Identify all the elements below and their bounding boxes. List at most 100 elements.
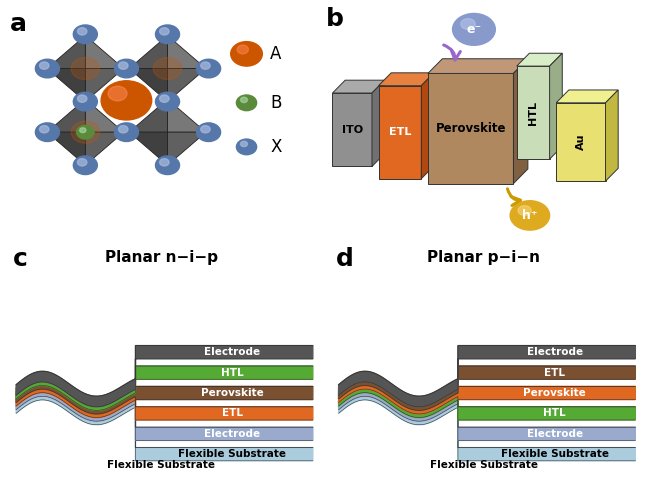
Polygon shape <box>421 73 434 179</box>
Circle shape <box>159 95 169 102</box>
Text: ETL: ETL <box>222 408 243 419</box>
Polygon shape <box>16 379 313 414</box>
Circle shape <box>518 205 531 216</box>
Polygon shape <box>550 53 562 159</box>
Text: Electrode: Electrode <box>204 347 261 357</box>
Polygon shape <box>168 69 206 102</box>
Text: b: b <box>326 7 344 31</box>
Text: B: B <box>270 94 282 112</box>
Polygon shape <box>333 80 384 93</box>
Polygon shape <box>517 53 562 66</box>
Circle shape <box>159 158 169 166</box>
Text: Perovskite: Perovskite <box>201 388 264 398</box>
Circle shape <box>237 139 257 155</box>
Polygon shape <box>379 73 434 85</box>
Polygon shape <box>168 99 206 132</box>
Circle shape <box>241 97 248 103</box>
Circle shape <box>35 59 59 78</box>
Text: ETL: ETL <box>544 368 565 378</box>
Circle shape <box>237 45 248 54</box>
FancyArrowPatch shape <box>508 189 521 205</box>
Text: Perovskite: Perovskite <box>435 122 506 135</box>
Polygon shape <box>339 366 635 410</box>
Text: Flexible Substrate: Flexible Substrate <box>430 460 538 470</box>
Circle shape <box>159 28 169 35</box>
Circle shape <box>197 59 221 78</box>
Text: e⁻: e⁻ <box>466 23 482 36</box>
Circle shape <box>155 156 179 175</box>
Circle shape <box>114 123 139 142</box>
Polygon shape <box>428 59 528 73</box>
Text: ITO: ITO <box>342 125 362 135</box>
Polygon shape <box>606 90 618 181</box>
Circle shape <box>231 42 263 66</box>
Text: Flexible Substrate: Flexible Substrate <box>178 449 286 459</box>
Circle shape <box>74 92 97 111</box>
Text: Flexible Substrate: Flexible Substrate <box>107 460 215 470</box>
Circle shape <box>453 13 495 45</box>
Circle shape <box>241 141 248 146</box>
Circle shape <box>201 62 210 69</box>
Text: Planar n−i−p: Planar n−i−p <box>104 250 218 264</box>
Text: X: X <box>270 138 282 156</box>
Polygon shape <box>85 132 124 165</box>
Polygon shape <box>16 382 313 420</box>
Text: a: a <box>10 12 26 36</box>
Circle shape <box>35 123 59 142</box>
Circle shape <box>39 62 49 69</box>
Circle shape <box>155 25 179 44</box>
Text: HTL: HTL <box>221 368 244 378</box>
Circle shape <box>74 156 97 175</box>
Polygon shape <box>339 379 635 414</box>
Polygon shape <box>129 36 168 69</box>
Polygon shape <box>556 90 618 103</box>
Polygon shape <box>339 382 635 420</box>
Text: Electrode: Electrode <box>204 429 261 439</box>
Polygon shape <box>339 386 635 441</box>
Circle shape <box>510 201 550 230</box>
Polygon shape <box>333 93 372 167</box>
Circle shape <box>201 126 210 133</box>
Text: Electrode: Electrode <box>526 429 583 439</box>
Circle shape <box>74 25 97 44</box>
Circle shape <box>77 125 94 139</box>
Polygon shape <box>47 132 85 165</box>
Text: HTL: HTL <box>543 408 566 419</box>
Polygon shape <box>168 36 206 69</box>
Circle shape <box>101 81 152 120</box>
Polygon shape <box>129 99 168 132</box>
Polygon shape <box>556 103 606 181</box>
Text: Au: Au <box>576 134 586 150</box>
Text: ETL: ETL <box>389 127 411 137</box>
Polygon shape <box>428 73 513 184</box>
Circle shape <box>197 123 221 142</box>
Polygon shape <box>16 386 313 441</box>
FancyArrowPatch shape <box>444 45 461 60</box>
Polygon shape <box>16 366 313 410</box>
Polygon shape <box>85 69 124 102</box>
Polygon shape <box>16 389 313 461</box>
Polygon shape <box>47 99 85 132</box>
Polygon shape <box>339 346 635 407</box>
Circle shape <box>237 95 257 111</box>
Text: Planar p−i−n: Planar p−i−n <box>427 250 541 264</box>
Text: HTL: HTL <box>528 101 538 125</box>
Polygon shape <box>168 132 206 165</box>
Circle shape <box>155 92 179 111</box>
Circle shape <box>119 126 128 133</box>
Polygon shape <box>517 66 550 159</box>
Polygon shape <box>513 59 528 184</box>
Circle shape <box>108 86 127 101</box>
Polygon shape <box>339 389 635 461</box>
Text: c: c <box>13 247 28 271</box>
Circle shape <box>114 59 139 78</box>
Circle shape <box>77 28 87 35</box>
Text: Flexible Substrate: Flexible Substrate <box>501 449 609 459</box>
Circle shape <box>461 19 475 29</box>
Text: d: d <box>335 247 353 271</box>
Polygon shape <box>372 80 384 167</box>
Circle shape <box>39 126 49 133</box>
Polygon shape <box>16 346 313 407</box>
Text: Electrode: Electrode <box>526 347 583 357</box>
Polygon shape <box>379 85 421 179</box>
